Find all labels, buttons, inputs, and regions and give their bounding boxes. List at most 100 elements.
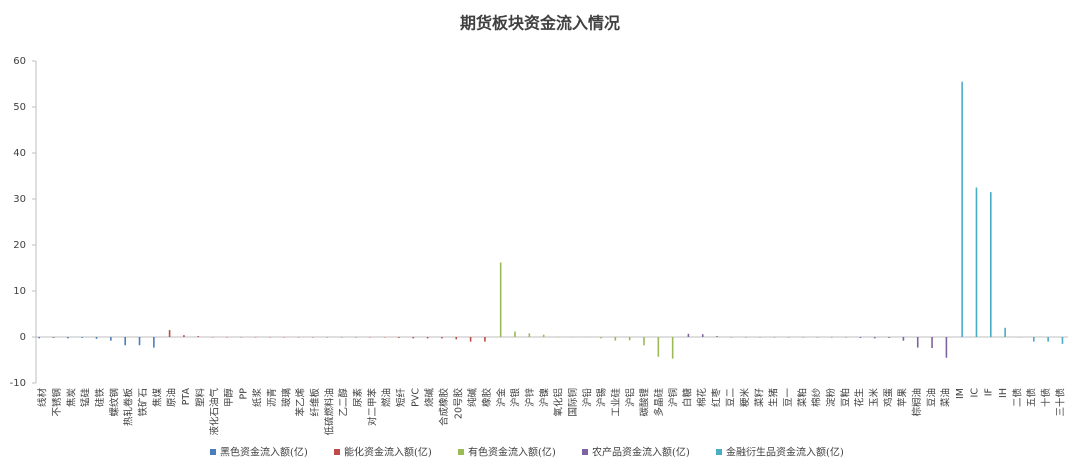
bar [340, 337, 343, 338]
x-tick-label: 纤维板 [309, 388, 321, 417]
x-tick-label: 线材 [37, 388, 49, 408]
x-tick-label: 沪锡 [596, 388, 608, 407]
x-tick-label: 合成橡胶 [438, 388, 450, 427]
y-tick-label: -10 [10, 378, 26, 389]
x-tick-label: 原油 [166, 388, 178, 407]
legend-label: 能化资金流入额(亿) [344, 446, 432, 459]
y-tick-label: 40 [13, 148, 26, 159]
bar [81, 337, 83, 338]
y-tick-label: 30 [13, 194, 26, 205]
bar [441, 337, 443, 339]
legend-swatch [582, 449, 588, 455]
x-tick-label: 苹果 [897, 388, 909, 408]
legend-label: 有色资金流入额(亿) [468, 446, 556, 459]
bar [369, 337, 372, 338]
bar [744, 337, 747, 338]
x-tick-label: 二债 [1011, 388, 1023, 408]
x-tick-label: 液化石油气 [209, 388, 221, 436]
x-tick-label: 低硫燃料油 [323, 388, 335, 436]
x-tick-label: IM [955, 388, 966, 399]
y-tick-label: 60 [13, 56, 26, 67]
bar [110, 337, 112, 341]
bar [716, 336, 718, 337]
bar [153, 337, 155, 348]
bar [687, 333, 690, 337]
x-tick-label: PVC [410, 388, 421, 407]
x-tick-label: 燃油 [381, 388, 393, 407]
bar [183, 335, 185, 337]
y-tick-label: 0 [20, 332, 26, 343]
x-tick-label: 生猪 [768, 388, 780, 408]
legend-swatch [334, 449, 340, 455]
bar [326, 337, 329, 338]
x-tick-label: 焦炭 [65, 388, 77, 408]
legend-swatch [210, 449, 216, 455]
bar [528, 333, 531, 337]
x-tick-label: 鸡蛋 [882, 388, 894, 408]
bar [614, 337, 617, 341]
bar [469, 337, 472, 342]
bar [168, 330, 171, 337]
x-tick-label: 豆二 [726, 388, 737, 407]
bar [52, 337, 55, 338]
chart-title: 期货板块资金流入情况 [460, 14, 620, 33]
x-tick-label: 多晶硅 [653, 388, 665, 417]
x-tick-label: 短纤 [395, 388, 407, 408]
x-tick-label: 纸浆 [252, 388, 264, 408]
bar [197, 336, 200, 337]
bar [1018, 337, 1021, 338]
bar [426, 337, 429, 339]
x-tick-label: 白糖 [682, 388, 694, 408]
bar [671, 337, 674, 359]
x-tick-label: 不锈钢 [51, 388, 63, 417]
bar [990, 192, 992, 337]
x-tick-label: IC [969, 388, 980, 398]
x-tick-label: 粳米 [739, 388, 751, 408]
bar [600, 337, 602, 339]
x-tick-label: 三十债 [1054, 388, 1066, 417]
x-tick-label: 豆一 [783, 388, 794, 408]
bar [67, 337, 69, 339]
x-tick-label: 热轧卷板 [123, 388, 135, 427]
x-tick-label: 棕榈油 [911, 388, 923, 417]
x-tick-label: 甲醇 [223, 388, 235, 408]
bar [816, 337, 819, 338]
x-tick-label: 沪金 [495, 388, 507, 408]
x-tick-label: 橡胶 [481, 388, 493, 408]
legend-swatch [458, 449, 464, 455]
bar [845, 337, 847, 338]
bar [484, 337, 486, 342]
x-tick-label: 红枣 [710, 388, 722, 408]
x-tick-label: 菜油 [940, 388, 952, 407]
x-tick-label: 玉米 [868, 388, 880, 408]
bar [975, 187, 978, 337]
x-tick-label: 豆粕 [839, 388, 851, 407]
x-tick-label: 沪铝 [624, 388, 636, 407]
bar [1061, 337, 1064, 344]
x-tick-label: 沪锌 [524, 388, 536, 408]
bar [961, 81, 963, 337]
x-tick-label: 沥青 [266, 388, 278, 407]
x-tick-label: 20号胶 [452, 388, 464, 420]
bar [455, 337, 458, 340]
x-tick-label: 纯碱 [467, 388, 479, 408]
x-tick-label: 菜籽 [753, 388, 765, 408]
bar [1033, 337, 1035, 342]
y-tick-label: 20 [13, 240, 26, 251]
bar [297, 337, 300, 338]
bar [1004, 327, 1006, 337]
bar [226, 337, 228, 338]
x-tick-label: 焦煤 [151, 388, 163, 408]
bar [499, 262, 502, 337]
x-tick-label: 玻璃 [280, 388, 292, 407]
bar [211, 337, 214, 338]
x-tick-label: 国际铜 [567, 388, 579, 417]
bar [571, 337, 574, 338]
x-tick-label: 螺纹钢 [108, 388, 120, 417]
x-tick-label: 尿素 [352, 388, 364, 408]
x-tick-label: 淀粉 [825, 388, 837, 408]
bar [873, 337, 876, 339]
legend-label: 黑色资金流入额(亿) [220, 446, 308, 459]
legend-label: 农产品资金流入额(亿) [592, 446, 690, 459]
x-tick-label: 碳酸锂 [639, 388, 651, 417]
